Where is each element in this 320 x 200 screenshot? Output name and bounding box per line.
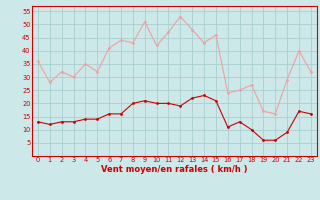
X-axis label: Vent moyen/en rafales ( km/h ): Vent moyen/en rafales ( km/h ) [101,165,248,174]
